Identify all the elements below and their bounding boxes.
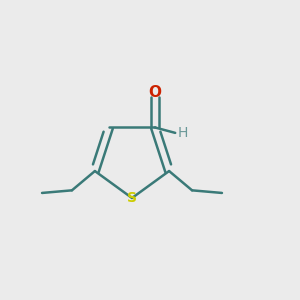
Text: O: O: [148, 85, 161, 100]
Text: H: H: [178, 126, 188, 140]
Text: S: S: [127, 191, 137, 205]
